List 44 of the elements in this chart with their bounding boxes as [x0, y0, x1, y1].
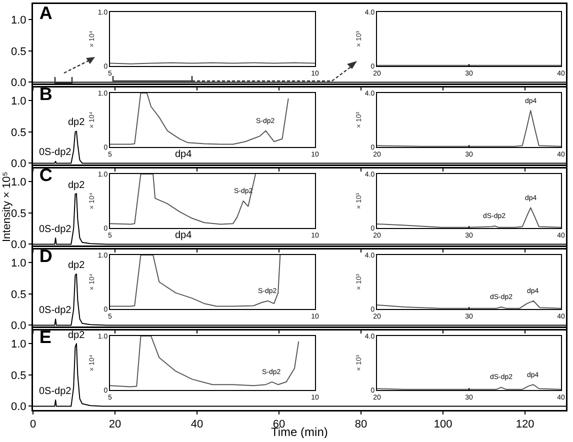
y-tick-label: 0.0: [11, 77, 26, 90]
annotation: dp4: [175, 149, 192, 160]
annotation: dp2: [68, 260, 86, 271]
y-tick-label: 1.0: [11, 14, 26, 26]
annotation: dp2: [68, 180, 86, 191]
y-tick-label: 1.0: [11, 176, 26, 188]
y-tick-label: 0.0: [11, 401, 26, 414]
y-axis-title: Intensity × 10⁵: [1, 172, 13, 242]
y-tick-label: 0.0: [11, 320, 26, 332]
line-series: [110, 336, 300, 388]
y-tick-label: 0.5: [11, 126, 26, 139]
x-tick-label: 100: [434, 418, 452, 431]
y-tick-label: 0.0: [11, 158, 26, 170]
x-tick-label: 120: [516, 418, 534, 431]
annotation: dp2: [68, 117, 86, 128]
y-tick-label: 0.5: [11, 370, 26, 382]
x-tick-label: 20: [108, 418, 122, 431]
y-tick-label: 0.5: [11, 46, 26, 58]
y-tick-label: 1.0: [11, 338, 26, 350]
line-series: [110, 174, 256, 225]
x-tick-label: 0: [30, 418, 36, 431]
chart-title: A: [39, 3, 52, 24]
chart-title: D: [39, 246, 52, 266]
line-series: [377, 300, 561, 309]
annotation: 0S-dp2: [39, 305, 72, 316]
line-series: [377, 207, 561, 228]
line-series: [110, 93, 289, 145]
annotation: 0S-dp2: [39, 224, 72, 235]
annotation: 0S-dp2: [39, 386, 72, 397]
annotation: 0S-dp2: [39, 147, 72, 158]
y-tick-label: 1.0: [11, 96, 26, 108]
chart-title: B: [39, 84, 52, 104]
line-series: [377, 110, 561, 147]
chart-title: C: [39, 165, 52, 186]
chart-title: E: [39, 327, 52, 348]
x-tick-label: 80: [354, 418, 368, 431]
y-tick-label: 1.0: [11, 258, 26, 270]
y-tick-label: 0.5: [11, 208, 26, 220]
annotation: dp4: [175, 230, 192, 241]
line-series: [110, 255, 281, 307]
x-tick-label: 40: [190, 418, 204, 431]
y-tick-label: 0.5: [11, 288, 26, 301]
y-tick-label: 0.0: [11, 239, 26, 252]
annotation: dp2: [68, 330, 86, 341]
